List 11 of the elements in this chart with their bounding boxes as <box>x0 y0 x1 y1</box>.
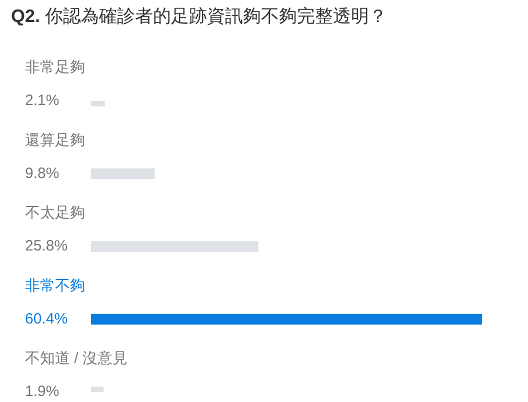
chart-title: Q2. 你認為確診者的足跡資訊夠不夠完整透明？ <box>11 5 388 28</box>
y-tick-label: 非常足夠 <box>25 59 85 76</box>
data-label: 9.8% <box>25 164 60 182</box>
y-tick-label: 不知道 / 沒意見 <box>25 350 128 368</box>
data-label: 1.9% <box>25 383 60 400</box>
data-label: 25.8% <box>25 238 68 255</box>
y-tick-label: 不太足夠 <box>25 204 85 222</box>
y-tick-label: 還算足夠 <box>25 132 85 149</box>
data-label: 60.4% <box>25 310 68 328</box>
y-tick-label: 非常不夠 <box>25 277 85 294</box>
data-label: 2.1% <box>25 92 60 110</box>
